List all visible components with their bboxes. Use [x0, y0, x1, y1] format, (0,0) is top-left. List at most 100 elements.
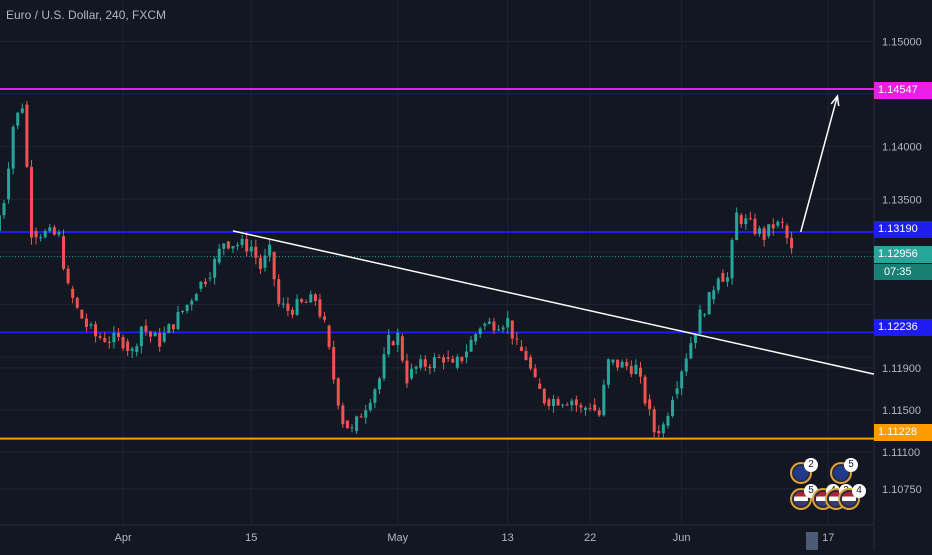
projection-arrow[interactable] — [800, 95, 839, 233]
candle-body — [712, 290, 716, 300]
candle-body — [185, 304, 189, 311]
candle-body — [194, 294, 198, 301]
candle-body — [368, 402, 372, 411]
candle-body — [469, 339, 473, 352]
candle-body — [556, 398, 560, 406]
candle-body — [107, 341, 111, 343]
candle-body — [162, 332, 166, 342]
event-count: 5 — [844, 458, 858, 472]
economic-event-us-icon[interactable]: 5 — [790, 484, 818, 510]
candle-body — [190, 300, 194, 305]
candle-body — [158, 333, 162, 347]
candle-body — [533, 368, 537, 377]
candle-body — [519, 346, 523, 351]
candle-body — [790, 237, 794, 249]
candle-body — [725, 277, 729, 282]
candle-body — [245, 238, 249, 252]
event-count: 2 — [804, 458, 818, 472]
candle-body — [460, 356, 464, 362]
candle-body — [295, 299, 299, 315]
candle-body — [689, 343, 693, 359]
candle-body — [29, 166, 33, 238]
x-tick-label: 17 — [822, 532, 834, 544]
candle-body — [80, 309, 84, 319]
candle-body — [593, 404, 597, 411]
candle-body — [263, 255, 267, 268]
candle-body — [492, 321, 496, 331]
candle-body — [693, 333, 697, 344]
candle-body — [625, 361, 629, 367]
candle-body — [666, 415, 670, 426]
candle-body — [323, 316, 327, 320]
candle-body — [313, 294, 317, 301]
candle-body — [39, 237, 43, 239]
y-tick-label: 1.10750 — [882, 484, 922, 496]
candle-body — [602, 384, 606, 416]
y-tick-label: 1.15000 — [882, 36, 922, 48]
candle-body — [524, 350, 528, 361]
candle-body — [428, 366, 432, 369]
candle-body — [611, 359, 615, 363]
candle-body — [43, 231, 47, 238]
candle-body — [455, 356, 459, 368]
y-tick-label: 1.11900 — [882, 363, 921, 375]
candle-body — [355, 416, 359, 432]
time-scroll-marker[interactable] — [806, 532, 818, 550]
candle-body — [684, 358, 688, 372]
candle-body — [181, 310, 185, 313]
candle-body — [16, 112, 20, 126]
candle-body — [98, 336, 102, 338]
economic-event-us-icon[interactable]: 4 — [838, 484, 866, 510]
candle-body — [0, 215, 1, 231]
candle-body — [341, 405, 345, 425]
y-tick-label: 1.13500 — [882, 194, 922, 206]
candle-body — [373, 389, 377, 403]
bar-countdown: 07:35 — [874, 264, 932, 280]
candle-body — [446, 357, 450, 359]
candle-body — [529, 357, 533, 369]
candle-body — [474, 334, 478, 342]
candle-body — [758, 228, 762, 234]
x-tick-label: May — [387, 532, 408, 544]
candle-body — [551, 398, 555, 406]
candle-body — [208, 277, 212, 279]
candle-body — [561, 404, 565, 406]
candle-body — [144, 325, 148, 332]
candle-body — [391, 341, 395, 345]
candle-body — [135, 346, 139, 353]
candle-body — [648, 399, 652, 410]
candle-body — [258, 257, 262, 270]
candle-body — [735, 212, 739, 241]
candle-body — [721, 273, 725, 282]
candle-body — [171, 324, 175, 330]
candle-body — [222, 243, 226, 249]
economic-event-eu-icon[interactable]: 5 — [830, 458, 858, 484]
candle-body — [254, 246, 258, 258]
candle-body — [84, 318, 88, 327]
candle-body — [588, 407, 592, 409]
candle-body — [657, 431, 661, 434]
price-tag-level-3: 1.12236 — [874, 319, 932, 336]
candle-body — [336, 378, 340, 406]
economic-event-eu-icon[interactable]: 2 — [790, 458, 818, 484]
candle-body — [231, 246, 235, 249]
candle-body — [396, 332, 400, 345]
candle-body — [451, 358, 455, 363]
candle-body — [771, 224, 775, 229]
trendline[interactable] — [232, 230, 875, 375]
candle-body — [785, 225, 789, 238]
candle-body — [437, 357, 441, 359]
candle-body — [565, 404, 569, 406]
candle-body — [2, 203, 6, 216]
candle-body — [483, 323, 487, 326]
candle-body — [103, 337, 107, 342]
candle-body — [400, 336, 404, 361]
candle-body — [71, 288, 75, 298]
y-tick-label: 1.11500 — [882, 405, 921, 417]
x-tick-label: 22 — [584, 532, 596, 544]
candle-body — [318, 299, 322, 317]
x-tick-label: 15 — [245, 532, 257, 544]
